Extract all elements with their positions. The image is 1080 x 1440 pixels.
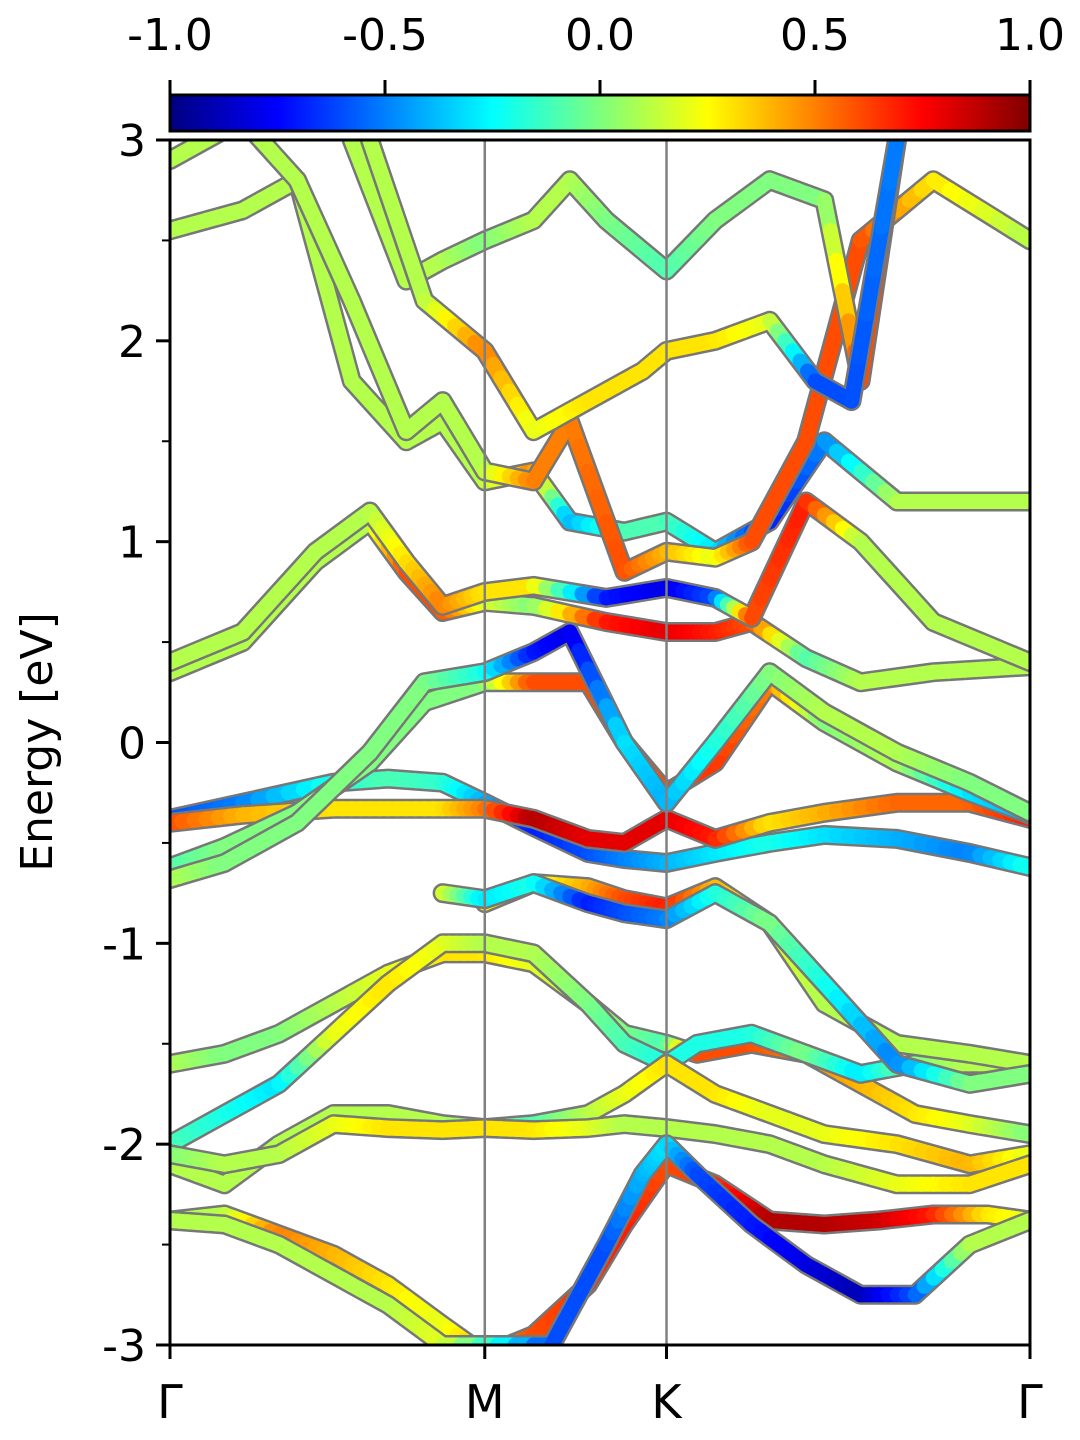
band-series xyxy=(341,140,907,391)
y-tick-label: -2 xyxy=(102,1120,146,1171)
band-series xyxy=(170,622,1030,890)
x-tick-label: Γ xyxy=(157,1375,183,1429)
y-tick-label: 0 xyxy=(118,719,146,770)
band-series xyxy=(170,1114,1030,1195)
colorbar-tick-label: -0.5 xyxy=(342,10,428,61)
y-tick-label: 1 xyxy=(118,518,146,569)
kpoint-lines xyxy=(483,140,668,1345)
colorbar-tick-label: 1.0 xyxy=(995,10,1065,61)
x-tick-label: Γ xyxy=(1017,1375,1043,1429)
band-series xyxy=(170,933,1030,1155)
colorbar-ticks: -1.0 -0.5 0.0 0.5 1.0 xyxy=(127,10,1065,95)
colorbar-tick-label: -1.0 xyxy=(127,10,213,61)
band-segment xyxy=(1006,222,1030,248)
band-series xyxy=(170,792,1030,853)
band-series xyxy=(170,1134,1030,1345)
y-axis-label: Energy [eV] xyxy=(12,612,63,872)
x-tick-label: K xyxy=(651,1375,683,1429)
band-segment xyxy=(1012,857,1030,875)
band-segment xyxy=(1006,648,1030,670)
y-tick-label: -3 xyxy=(102,1321,146,1372)
band-segment xyxy=(489,1340,508,1345)
band-series xyxy=(170,491,1030,673)
plot-area: 3 2 1 0 -1 -2 -3 Γ M K Γ Energy [eV] xyxy=(12,116,1043,1429)
y-axis-ticks: 3 2 1 0 -1 -2 -3 xyxy=(102,116,170,1372)
colorbar-bar xyxy=(168,93,1032,133)
band-lines xyxy=(170,140,1030,1345)
y-tick-label: 2 xyxy=(118,317,146,368)
y-tick-label: -1 xyxy=(102,919,146,970)
band-segment xyxy=(1012,800,1030,821)
band-series xyxy=(432,873,1030,1094)
band-segment xyxy=(881,140,905,191)
band-series xyxy=(359,140,907,442)
plot-frame xyxy=(168,138,1032,1347)
band-segment xyxy=(1012,1156,1030,1176)
band-segment xyxy=(1012,1054,1030,1072)
colorbar-tick-label: 0.0 xyxy=(565,10,635,61)
band-segment xyxy=(1012,1066,1030,1083)
band-segment xyxy=(1012,1125,1030,1142)
colorbar-tick-label: 0.5 xyxy=(780,10,850,61)
colorbar: -1.0 -0.5 0.0 0.5 1.0 xyxy=(127,10,1065,133)
y-tick-label: 3 xyxy=(118,116,146,167)
band-segment xyxy=(1012,1213,1030,1232)
x-tick-label: M xyxy=(465,1375,505,1429)
